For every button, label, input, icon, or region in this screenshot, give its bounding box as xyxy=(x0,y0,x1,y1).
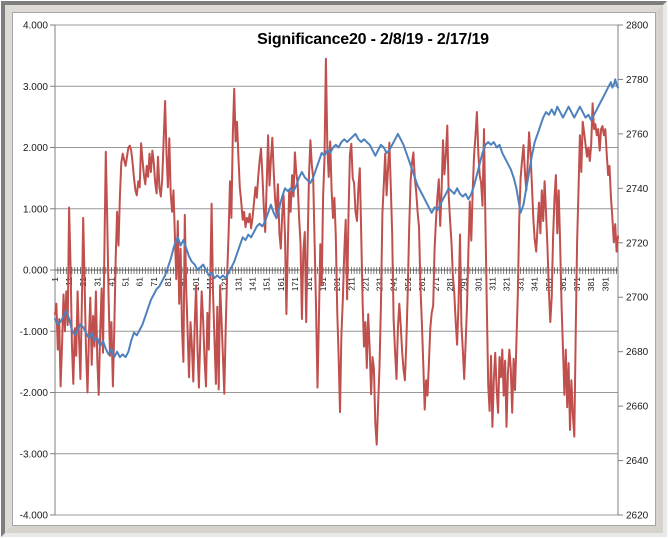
x-axis-label: 31 xyxy=(92,277,102,287)
x-axis-label: 121 xyxy=(219,277,229,291)
plot-canvas: 4.000 3.000 2.000 1.000 0.000 -1.000 -2.000 -3.… xyxy=(20,21,649,522)
x-axis-label: 61 xyxy=(135,277,145,287)
x-axis-label: 211 xyxy=(346,277,356,291)
x-axis-label: 101 xyxy=(191,277,201,291)
x-axis-label: 271 xyxy=(431,277,441,291)
x-axis-label: 261 xyxy=(417,277,427,291)
right-axis-label: 2760 xyxy=(626,129,649,140)
right-axis-label: 2800 xyxy=(626,21,649,32)
series-line-blue-series-right-axis[interactable] xyxy=(54,78,619,359)
x-axis-label: 161 xyxy=(276,277,286,291)
x-axis-label: 1 xyxy=(50,277,60,282)
right-axis-label: 2640 xyxy=(626,456,649,467)
x-axis-label: 341 xyxy=(530,277,540,291)
x-axis-label: 71 xyxy=(149,277,159,287)
right-axis-label: 2620 xyxy=(626,511,649,522)
left-axis-label: -3.000 xyxy=(20,449,49,460)
x-axis-label: 141 xyxy=(248,277,258,291)
x-axis-label: 181 xyxy=(304,277,314,291)
x-axis-label: 41 xyxy=(106,277,116,287)
right-axis-label: 2720 xyxy=(626,238,649,249)
x-axis-label: 51 xyxy=(121,277,131,287)
left-axis-label: 0.000 xyxy=(23,266,48,277)
chart-title: Significance20 - 2/8/19 - 2/17/19 xyxy=(257,31,489,48)
x-axis-label: 361 xyxy=(558,277,568,291)
x-axis-label: 311 xyxy=(487,277,497,291)
series-line-red-series-left-axis[interactable] xyxy=(54,57,619,446)
right-axis-label: 2740 xyxy=(626,184,649,195)
right-axis-label: 2660 xyxy=(626,402,649,413)
x-axis-label: 81 xyxy=(163,277,173,287)
x-axis-label: 321 xyxy=(502,277,512,291)
x-axis-label: 131 xyxy=(233,277,243,291)
x-axis-label: 291 xyxy=(459,277,469,291)
x-axis-label: 191 xyxy=(318,277,328,291)
x-axis-label: 331 xyxy=(516,277,526,291)
right-axis-label: 2680 xyxy=(626,347,649,358)
x-axis-label: 21 xyxy=(78,277,88,287)
right-axis-label: 2780 xyxy=(626,75,649,86)
left-axis-label: -2.000 xyxy=(20,388,49,399)
left-axis-label: 3.000 xyxy=(23,82,48,93)
window-frame-inner: 4.000 3.000 2.000 1.000 0.000 -1.000 -2.000 -3.… xyxy=(5,5,663,533)
left-axis-label: -1.000 xyxy=(20,327,49,338)
x-axis-label: 381 xyxy=(586,277,596,291)
x-axis-label: 281 xyxy=(445,277,455,291)
left-axis-label: 4.000 xyxy=(23,21,48,32)
left-axis-label: 1.000 xyxy=(23,204,48,215)
left-axis-label: 2.000 xyxy=(23,143,48,154)
x-axis-label: 231 xyxy=(375,277,385,291)
x-axis-label: 151 xyxy=(262,277,272,291)
x-axis-label: 391 xyxy=(600,277,610,291)
x-axis-label: 221 xyxy=(360,277,370,291)
chart-area[interactable]: 4.000 3.000 2.000 1.000 0.000 -1.000 -2.000 -3.… xyxy=(12,12,656,526)
x-axis-label: 301 xyxy=(473,277,483,291)
left-axis-label: -4.000 xyxy=(20,511,49,522)
x-axis-label: 171 xyxy=(290,277,300,291)
right-axis-label: 2700 xyxy=(626,293,649,304)
